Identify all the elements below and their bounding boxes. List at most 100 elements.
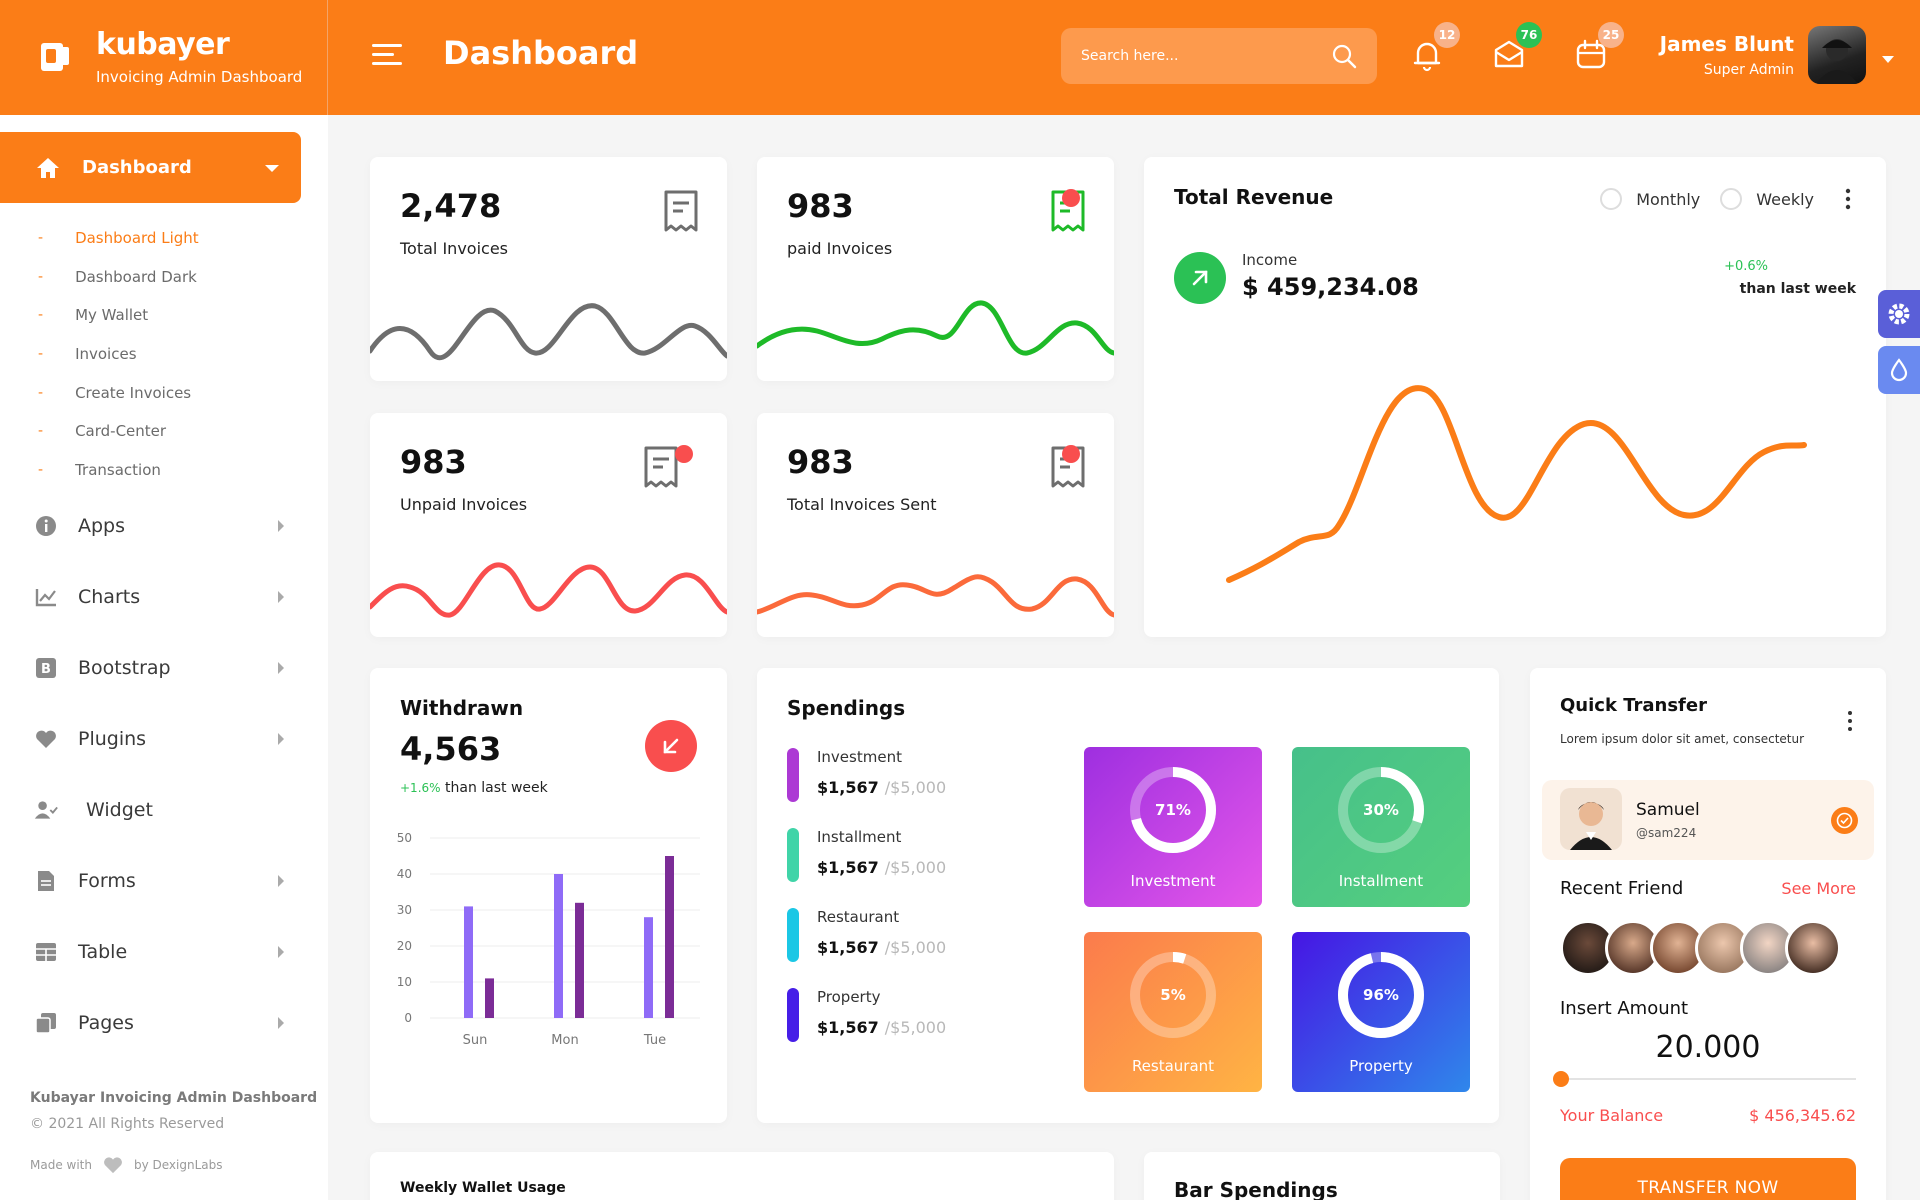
settings-button[interactable]: [1878, 290, 1920, 338]
card-title: Spendings: [787, 696, 906, 720]
radio-weekly[interactable]: Weekly: [1720, 188, 1814, 210]
submenu-item[interactable]: Dashboard Light: [38, 219, 199, 258]
x-tick-label: Mon: [551, 1033, 578, 1048]
y-tick-label: 50: [397, 831, 412, 845]
calendar-icon: [1576, 39, 1606, 69]
calendar-button[interactable]: 25: [1572, 22, 1624, 74]
user-name: James Blunt: [1659, 32, 1794, 56]
calendar-badge: 25: [1598, 22, 1624, 48]
friend-avatar[interactable]: [1605, 920, 1661, 976]
tile-installment[interactable]: 30% Installment: [1292, 747, 1470, 907]
total-revenue-card: Total Revenue Monthly Weekly Income $ 45…: [1144, 157, 1886, 637]
ring-progress: [1130, 767, 1216, 853]
user-check-icon: [34, 798, 58, 822]
search-icon[interactable]: [1331, 43, 1357, 69]
sidebar-item-plugins[interactable]: Plugins: [34, 719, 284, 759]
sidebar-item-label: Charts: [78, 586, 141, 608]
more-vertical-icon[interactable]: [1844, 710, 1856, 732]
bar[interactable]: [665, 856, 674, 1018]
bar[interactable]: [644, 917, 653, 1018]
user-avatar[interactable]: [1808, 26, 1866, 84]
tile-restaurant[interactable]: 5% Restaurant: [1084, 932, 1262, 1092]
brand-subtitle: Invoicing Admin Dashboard: [96, 67, 303, 86]
bar[interactable]: [554, 874, 563, 1018]
x-tick-label: Tue: [643, 1033, 666, 1048]
submenu-item[interactable]: My Wallet: [38, 296, 199, 335]
trend-up-icon: [1174, 252, 1226, 304]
transfer-now-button[interactable]: TRANSFER NOW: [1560, 1158, 1856, 1200]
bar[interactable]: [485, 978, 494, 1018]
sidebar-item-label: Table: [78, 941, 128, 963]
y-tick-label: 30: [397, 903, 412, 917]
user-profile[interactable]: James Blunt Super Admin: [1660, 26, 1866, 84]
brand[interactable]: kubayer Invoicing Admin Dashboard: [0, 0, 328, 115]
bar[interactable]: [464, 906, 473, 1018]
search-input[interactable]: [1081, 48, 1331, 64]
stat-label: Total Invoices Sent: [787, 495, 937, 514]
tile-investment[interactable]: 71% Investment: [1084, 747, 1262, 907]
submenu-item[interactable]: Dashboard Dark: [38, 258, 199, 297]
submenu-item[interactable]: Card-Center: [38, 412, 199, 451]
withdrawn-card: Withdrawn 4,563 +1.6% than last week 0 10…: [370, 668, 727, 1123]
submenu-item[interactable]: Create Invoices: [38, 373, 199, 412]
check-circle-icon: [1831, 807, 1858, 834]
notifications-button[interactable]: 12: [1408, 22, 1460, 74]
slider-handle[interactable]: [1553, 1071, 1569, 1087]
submenu-item[interactable]: Transaction: [38, 451, 199, 490]
chevron-down-icon[interactable]: [1882, 56, 1894, 63]
info-icon: [34, 514, 58, 538]
sidebar-item-table[interactable]: Table: [34, 932, 284, 972]
menu-toggle-icon[interactable]: [372, 44, 402, 68]
card-title: Quick Transfer: [1560, 695, 1707, 716]
spendings-card: Spendings Investment $1,567/$5,000 Insta…: [757, 668, 1499, 1123]
theme-button[interactable]: [1878, 346, 1920, 394]
more-vertical-icon[interactable]: [1838, 187, 1858, 211]
stat-card-total-invoices: 2,478 Total Invoices: [370, 157, 727, 381]
friend-avatar[interactable]: [1785, 920, 1841, 976]
sidebar-item-dashboard[interactable]: Dashboard: [0, 132, 301, 203]
bar[interactable]: [575, 902, 584, 1018]
notification-dot: [1062, 445, 1080, 463]
revenue-line-chart: [1226, 385, 1807, 583]
quick-transfer-card: Quick Transfer Lorem ipsum dolor sit ame…: [1530, 668, 1886, 1200]
messages-button[interactable]: 76: [1490, 22, 1542, 74]
radio-monthly[interactable]: Monthly: [1600, 188, 1700, 210]
tile-property[interactable]: 96% Property: [1292, 932, 1470, 1092]
withdrawn-change: +1.6% than last week: [400, 780, 548, 796]
brand-name: kubayer: [96, 26, 230, 62]
sidebar-item-apps[interactable]: Apps: [34, 506, 284, 546]
heart-icon: [104, 1157, 122, 1174]
recent-friend-title: Recent Friend: [1560, 878, 1684, 899]
page-title: Dashboard: [443, 34, 639, 72]
amount-slider[interactable]: [1553, 1071, 1856, 1087]
stat-value: 2,478: [400, 187, 502, 225]
sidebar-item-forms[interactable]: Forms: [34, 861, 284, 901]
sidebar-item-label: Plugins: [78, 728, 147, 750]
notifications-badge: 12: [1434, 22, 1460, 48]
search-box[interactable]: [1061, 28, 1377, 84]
amount-value: 20.000: [1655, 1030, 1761, 1065]
see-more-link[interactable]: See More: [1781, 879, 1856, 898]
trend-down-icon: [645, 720, 697, 772]
bell-icon: [1413, 42, 1441, 72]
weekly-wallet-usage-card: Weekly Wallet Usage: [370, 1152, 1114, 1200]
sidebar-item-charts[interactable]: Charts: [34, 577, 284, 617]
sidebar-item-pages[interactable]: Pages: [34, 1003, 284, 1043]
chevron-right-icon: [278, 946, 284, 958]
sidebar-item-widget[interactable]: Widget: [34, 790, 284, 830]
selected-recipient[interactable]: Samuel @sam224: [1542, 780, 1874, 860]
chevron-right-icon: [278, 733, 284, 745]
home-icon: [37, 157, 59, 178]
invoice-logo-icon: [41, 42, 69, 71]
ring-progress: [1338, 952, 1424, 1038]
sidebar-item-label: Apps: [78, 515, 126, 537]
withdrawn-bar-chart: 0 10 20 30 40 50 Sun Mon Tue: [397, 831, 700, 1048]
submenu-item[interactable]: Invoices: [38, 335, 199, 374]
card-title: Withdrawn: [400, 696, 524, 720]
balance-label: Your Balance: [1560, 1106, 1664, 1125]
sidebar-item-bootstrap[interactable]: B Bootstrap: [34, 648, 284, 688]
chevron-right-icon: [278, 591, 284, 603]
insert-amount-label: Insert Amount: [1560, 998, 1689, 1019]
stat-card-invoices-sent: 983 Total Invoices Sent: [757, 413, 1114, 637]
footer-made-with: Made with: [30, 1158, 92, 1172]
